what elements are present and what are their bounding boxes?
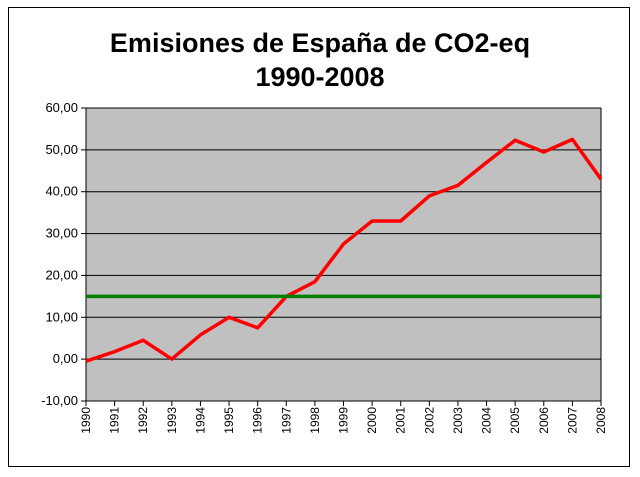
x-tick-label: 2001 bbox=[394, 407, 408, 434]
x-tick-label: 1999 bbox=[337, 407, 351, 434]
x-tick-label: 1990 bbox=[79, 407, 93, 434]
chart-title-line1: Emisiones de España de CO2-eq bbox=[110, 28, 530, 58]
x-tick-label: 1992 bbox=[136, 407, 150, 434]
x-tick-label: 2005 bbox=[508, 407, 522, 434]
series-line-1 bbox=[85, 137, 603, 363]
x-tick-label: 1995 bbox=[222, 407, 236, 434]
y-tick-label: 30,00 bbox=[45, 226, 78, 241]
x-tick-label: 2002 bbox=[422, 407, 436, 434]
y-tick-label: -10,00 bbox=[41, 393, 78, 408]
x-tick-labels: 1990 1991 1992 1993 1994 1995 1996 1997 1998 1999… bbox=[79, 407, 608, 434]
y-tick-label: 50,00 bbox=[45, 142, 78, 157]
x-tick-label: 2007 bbox=[565, 407, 579, 434]
y-tick-label: 60,00 bbox=[45, 100, 78, 115]
plot-area bbox=[86, 108, 601, 401]
axes bbox=[81, 107, 602, 406]
y-tick-label: 0,00 bbox=[53, 351, 78, 366]
y-tick-labels: -10,00 0,00 10,00 20,00 30,00 40,00 50,00 60,00 bbox=[41, 100, 78, 408]
x-tick-label: 2008 bbox=[594, 407, 608, 434]
y-tick-label: 10,00 bbox=[45, 309, 78, 324]
x-tick-label: 1991 bbox=[108, 407, 122, 434]
x-tick-label: 2003 bbox=[451, 407, 465, 434]
x-tick-label: 1997 bbox=[279, 407, 293, 434]
x-tick-label: 1994 bbox=[193, 407, 207, 434]
x-tick-label: 2000 bbox=[365, 407, 379, 434]
x-tick-label: 2006 bbox=[537, 407, 551, 434]
series-lines bbox=[85, 137, 603, 363]
x-tick-label: 1996 bbox=[251, 407, 265, 434]
x-tick-label: 1993 bbox=[165, 407, 179, 434]
chart-title-line2: 1990-2008 bbox=[255, 62, 384, 92]
x-tick-label: 1998 bbox=[308, 407, 322, 434]
x-tick-label: 2004 bbox=[480, 407, 494, 434]
y-tick-label: 40,00 bbox=[45, 184, 78, 199]
y-tick-label: 20,00 bbox=[45, 267, 78, 282]
